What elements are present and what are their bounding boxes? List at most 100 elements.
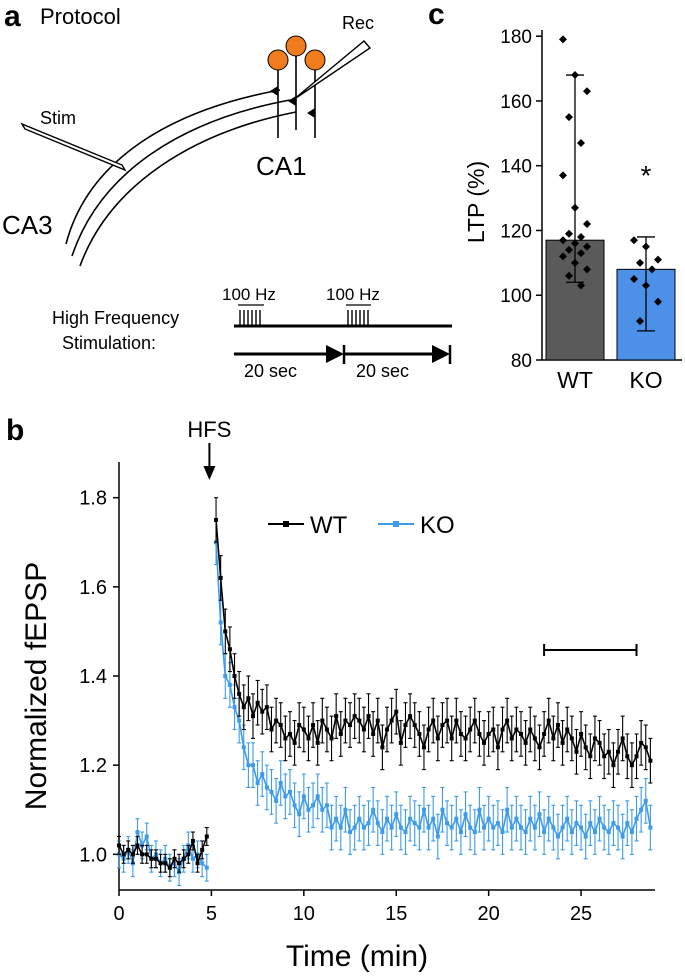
data-point [577,281,585,290]
hfs-line-1: High Frequency [52,308,179,328]
data-point [130,852,135,857]
data-point [121,852,126,857]
hfs-annotation: HFS [187,417,231,442]
data-point [577,249,585,258]
data-point [426,825,431,830]
data-point [445,718,450,723]
data-point [583,265,591,274]
data-point [269,789,274,794]
data-point [495,745,500,750]
data-point [297,723,302,728]
data-point [144,852,149,857]
data-point [398,825,403,830]
data-point [329,736,334,741]
data-point [542,830,547,835]
data-point [352,825,357,830]
burst-1-pulses [239,310,261,326]
hfs-line-2: Stimulation: [62,333,156,353]
data-point [519,825,523,830]
data-point [577,232,585,241]
data-point [555,723,560,728]
data-point [412,821,417,826]
data-point [639,807,644,812]
data-point [500,830,505,835]
protocol-title: Protocol [40,4,121,29]
data-point [348,723,353,728]
data-point [371,807,376,812]
data-point [559,171,567,180]
data-point [505,807,510,812]
data-point [636,317,644,326]
data-point [385,727,389,732]
data-point [468,727,473,732]
series-ko [117,519,653,887]
data-point [389,718,394,723]
data-point [144,834,149,839]
data-point [408,816,413,821]
panel-b-letter: b [6,414,24,447]
significance-marker: * [641,160,652,191]
category-label: WT [557,367,593,393]
data-point [181,856,186,861]
data-point [532,736,537,741]
data-point [542,731,547,736]
data-point [343,718,348,723]
panel-b: b 0 5 10 15 20 25 1.0 1.2 1.4 1.6 1.8 Time (min) Nor… [6,414,655,973]
data-point [565,727,570,732]
data-point [574,821,579,826]
y-axis-title: Normalized fEPSP [20,562,53,810]
data-point [551,825,556,830]
data-point [583,834,588,839]
data-point [588,821,593,826]
data-point [491,727,496,732]
data-point [264,705,269,710]
data-point [571,203,579,212]
interval-2-label: 20 sec [356,361,409,381]
data-point [260,709,265,714]
legend-marker [393,521,399,527]
data-point [500,727,505,732]
data-point [514,727,519,732]
data-point [195,861,200,866]
x-axis-title: Time (min) [286,940,428,973]
data-point [398,740,403,745]
data-point [135,843,140,848]
data-point [509,825,514,830]
stim-label: Stim [40,108,76,128]
data-point [620,736,625,741]
data-point [435,834,440,839]
y-tick-label: 1.4 [79,666,107,688]
legend-label: WT [310,512,348,539]
data-point [361,825,366,830]
y-tick-label: 1.6 [79,577,107,599]
data-point [454,816,459,821]
data-point [255,700,260,705]
data-point [338,731,343,736]
burst-1-label: 100 Hz [222,285,276,304]
x-tick-label: 10 [293,903,315,925]
data-point [278,723,283,728]
data-point [237,718,242,723]
data-point [592,830,597,835]
data-point [389,825,394,830]
data-point [274,798,279,803]
data-point [486,816,491,821]
data-point [546,718,551,723]
data-point [565,816,570,821]
data-point [287,789,292,794]
data-point [292,740,297,745]
hfs-arrowhead [203,466,216,480]
data-point [625,754,630,759]
data-point [135,830,140,835]
data-point [421,807,426,812]
data-point [426,727,431,732]
ltp-bar-chart: 80 100 120 140 160 180 LTP (%) WT KO * [463,27,682,393]
data-point [417,731,422,736]
data-point [574,749,579,754]
data-point [519,731,523,736]
data-point [654,297,662,306]
data-point [334,816,339,821]
data-point [495,821,500,826]
data-point [186,852,191,857]
data-point [352,714,357,719]
